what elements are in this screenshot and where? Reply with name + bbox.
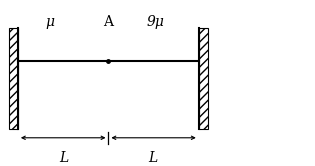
- Text: 9μ: 9μ: [147, 15, 164, 29]
- Text: μ: μ: [46, 15, 55, 29]
- Text: L: L: [59, 151, 68, 165]
- Bar: [199, 28, 208, 129]
- Text: L: L: [149, 151, 158, 165]
- Text: A: A: [103, 15, 113, 29]
- Bar: [9, 28, 18, 129]
